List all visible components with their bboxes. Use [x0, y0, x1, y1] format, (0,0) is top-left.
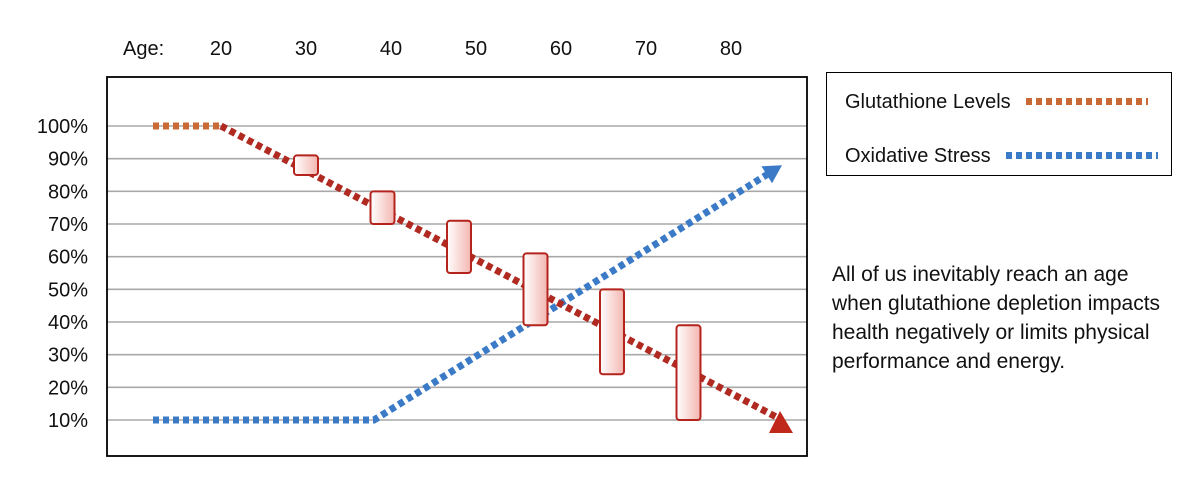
range-bar [522, 252, 549, 327]
y-tick-label: 20% [48, 377, 88, 399]
y-tick-label: 60% [48, 247, 88, 269]
x-tick-label: 70 [635, 38, 657, 60]
y-tick-label: 100% [37, 116, 88, 138]
legend-swatch-glutathione [1026, 98, 1149, 106]
x-tick-label: 60 [550, 38, 572, 60]
range-bars [293, 154, 702, 421]
y-axis-ticks: 10% 20% 30% 40% 50% 60% 70% 80% 90% 100% [37, 116, 88, 432]
annotation-text: All of us inevitably reach an age when g… [832, 263, 1161, 373]
y-tick-label: 10% [48, 410, 88, 432]
range-bar [599, 288, 625, 376]
y-tick-label: 30% [48, 345, 88, 367]
oxidative-stress-line [153, 169, 772, 424]
range-bar [369, 190, 396, 225]
x-axis-ticks: Age: 20 30 40 50 60 70 80 [123, 38, 742, 60]
x-tick-label: 30 [295, 38, 317, 60]
x-tick-label: 50 [465, 38, 487, 60]
range-bar [293, 154, 319, 176]
legend-item-glutathione: Glutathione Levels [845, 89, 1149, 114]
legend: Glutathione Levels Oxidative Stress [826, 72, 1172, 176]
y-tick-label: 90% [48, 149, 88, 171]
x-axis-label: Age: [123, 38, 164, 60]
y-tick-label: 70% [48, 214, 88, 236]
x-tick-label: 80 [720, 38, 742, 60]
legend-label: Glutathione Levels [845, 90, 1011, 113]
x-tick-label: 40 [380, 38, 402, 60]
y-tick-label: 80% [48, 181, 88, 203]
y-tick-label: 50% [48, 279, 88, 301]
range-bar [675, 324, 702, 421]
legend-label: Oxidative Stress [845, 144, 991, 167]
plot-frame [106, 76, 808, 457]
x-tick-label: 20 [210, 38, 232, 60]
y-tick-label: 40% [48, 312, 88, 334]
range-bar [446, 219, 472, 275]
glutathione-end-marker [769, 411, 793, 433]
legend-item-oxidative-stress: Oxidative Stress [845, 143, 1159, 168]
legend-swatch-oxidative-stress [1006, 152, 1159, 160]
oxidative-stress-arrowhead [761, 165, 782, 184]
